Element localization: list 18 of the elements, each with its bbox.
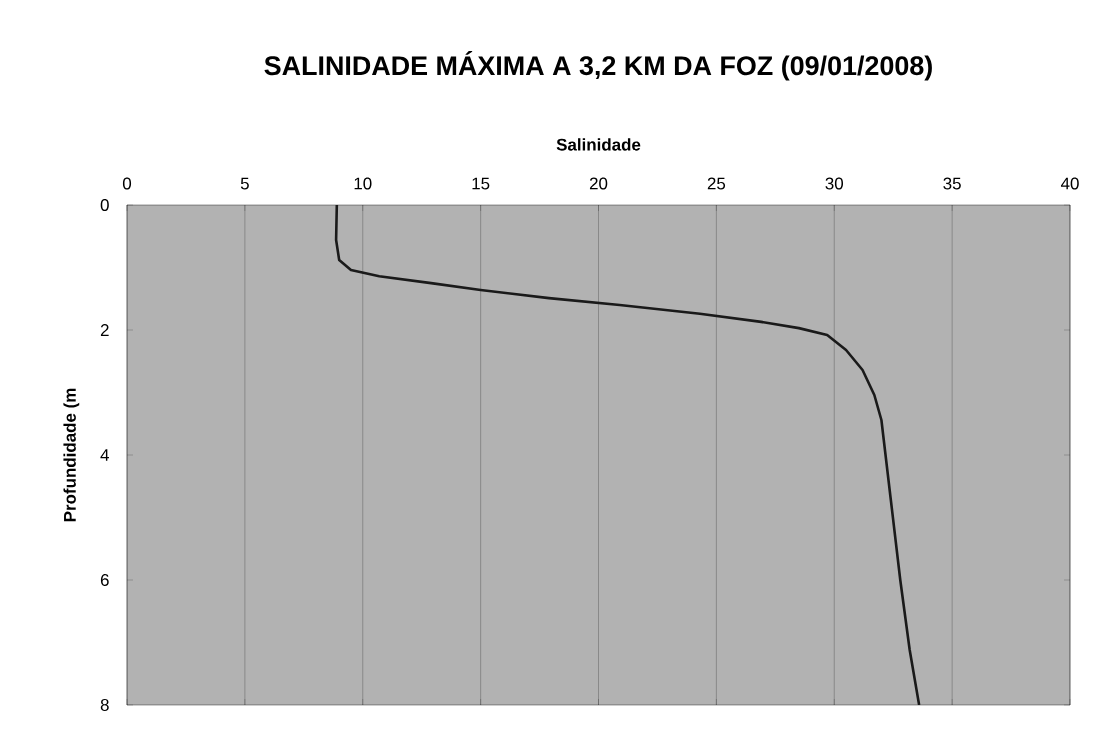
y-tick-label: 0 — [100, 199, 109, 212]
x-tick-label: 35 — [943, 177, 961, 190]
x-tick-label: 25 — [707, 177, 726, 190]
x-tick-label: 10 — [354, 177, 372, 190]
x-tick-label: 0 — [122, 177, 132, 190]
x-tick-label: 5 — [240, 177, 249, 190]
x-tick-label: 20 — [589, 177, 608, 190]
y-axis-title: Profundidade (m — [63, 388, 80, 522]
chart-title: SALINIDADE MÁXIMA A 3,2 KM DA FOZ (09/01/2008) — [264, 51, 932, 81]
line-series — [334, 205, 921, 706]
x-tick-label: 40 — [1060, 177, 1079, 190]
x-tick-label: 15 — [472, 177, 490, 190]
y-tick-label: 6 — [100, 574, 109, 587]
y-tick-label: 2 — [100, 324, 109, 336]
x-axis-title: Salinidade — [556, 138, 641, 151]
y-tick-label: 8 — [100, 699, 109, 712]
x-tick-label: 30 — [825, 177, 844, 190]
y-tick-label: 4 — [100, 449, 109, 461]
